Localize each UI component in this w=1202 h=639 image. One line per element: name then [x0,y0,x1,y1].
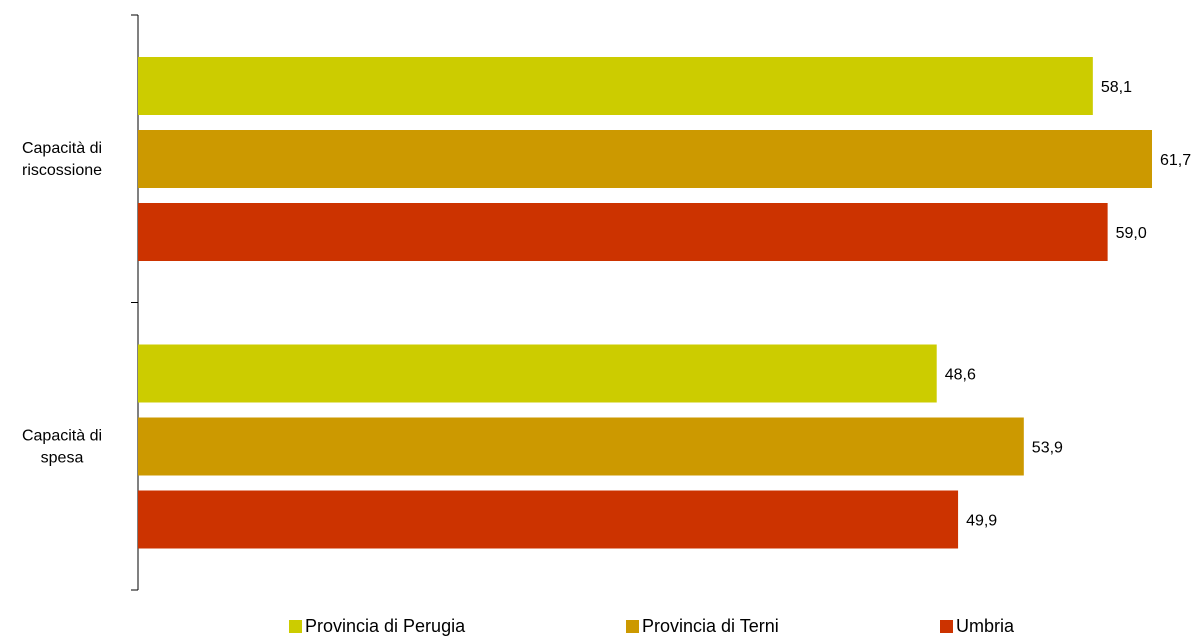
data-label-provincia-di-perugia: 48,6 [945,367,976,384]
bar-provincia-di-terni [138,130,1152,188]
category-label: Capacità di spesa [22,427,102,466]
legend-label-terni: Provincia di Terni [642,615,779,636]
bar-umbria [138,203,1108,261]
bar-provincia-di-perugia [138,57,1093,115]
bar-provincia-di-terni [138,417,1024,476]
legend-item-umbria: Umbria [940,614,1014,638]
legend-item-perugia: Provincia di Perugia [289,614,465,638]
legend: Provincia di Perugia Provincia di Terni … [0,614,1202,638]
data-label-provincia-di-terni: 61,7 [1160,152,1191,169]
bar-chart: Capacità di riscossione 58,1 61,7 59,0 Capaci… [22,14,1191,591]
bar-provincia-di-perugia [138,344,937,403]
category-label: Capacità di riscossione [22,140,102,179]
legend-item-terni: Provincia di Terni [626,614,779,638]
legend-swatch-terni [626,619,639,633]
data-label-provincia-di-terni: 53,9 [1032,440,1063,457]
data-label-umbria: 49,9 [966,513,997,530]
bar-umbria [138,490,959,549]
data-label-umbria: 59,0 [1116,225,1147,242]
legend-swatch-umbria [940,619,953,633]
legend-label-perugia: Provincia di Perugia [305,615,466,636]
data-label-provincia-di-perugia: 58,1 [1101,79,1132,96]
legend-swatch-perugia [289,619,302,633]
legend-label-umbria: Umbria [956,615,1015,636]
